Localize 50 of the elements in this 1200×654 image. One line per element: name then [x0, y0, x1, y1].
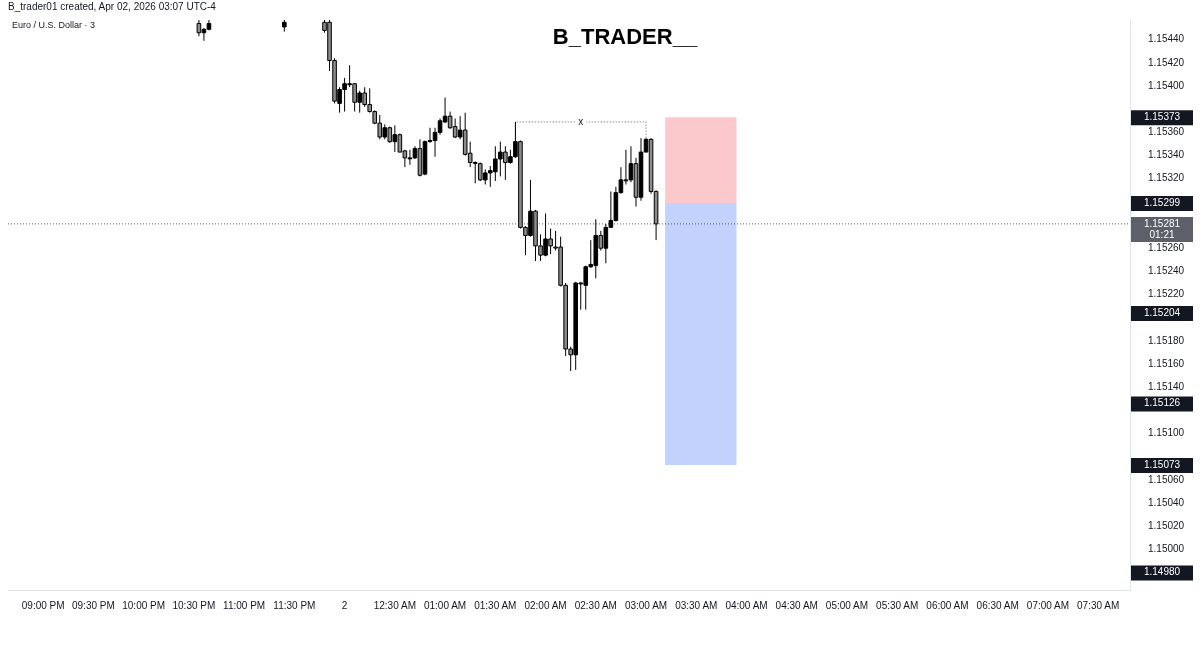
- x-tick-label: 04:00 AM: [725, 599, 768, 611]
- y-tick-label: 1.15340: [1148, 149, 1185, 161]
- annotation: x: [578, 115, 584, 127]
- y-tick-label: 1.15060: [1148, 473, 1185, 485]
- y-tick-label: 1.15240: [1148, 265, 1185, 277]
- x-tick-label: 02:30 AM: [574, 599, 617, 611]
- text: 1.15373: [1143, 111, 1181, 123]
- y-tick-label: 1.15140: [1148, 381, 1185, 393]
- x-tick-label: 04:30 AM: [775, 599, 818, 611]
- x-tick-label: 06:30 AM: [976, 599, 1019, 611]
- x-tick-label: 01:00 AM: [423, 599, 467, 611]
- y-tick-label: 1.15020: [1148, 520, 1185, 532]
- x-tick-label: 03:00 AM: [624, 599, 668, 611]
- x-tick-label: 07:00 AM: [1026, 599, 1070, 611]
- ref-line-label: 1.15281 01:21: [1143, 217, 1181, 240]
- text: 1.15073: [1143, 458, 1181, 470]
- x-tick-label: 05:30 AM: [876, 599, 919, 611]
- text: 1.15126: [1143, 397, 1181, 409]
- text: B_trader01 created, Apr 02, 2026 03:07 UTC-4: [8, 1, 216, 12]
- y-tick-label: 1.15040: [1148, 496, 1185, 508]
- x-tick-label: 2: [341, 599, 348, 611]
- x-tick-label: 10:00 PM: [122, 599, 166, 611]
- y-tick-label: 1.15320: [1148, 172, 1185, 184]
- x-tick-label: 05:00 AM: [825, 599, 869, 611]
- x-tick-label: 10:30 PM: [172, 599, 216, 611]
- y-tick-label: 1.15420: [1148, 56, 1185, 68]
- y-tick-label: 1.15260: [1148, 241, 1185, 253]
- y-tick-label: 1.15440: [1148, 33, 1185, 45]
- x-tick-label: 03:30 AM: [675, 599, 718, 611]
- y-tick-label: 1.15360: [1148, 126, 1185, 138]
- x-tick-label: 06:00 AM: [926, 599, 969, 611]
- chart-subtitle: Euro / U.S. Dollar · 3: [12, 20, 96, 30]
- x-tick-label: 09:00 PM: [21, 599, 65, 611]
- y-tick-label: 1.15100: [1148, 427, 1185, 439]
- x-tick-label: 07:30 AM: [1077, 599, 1120, 611]
- chart-title: B_TRADER__: [551, 24, 699, 50]
- y-tick-label: 1.15180: [1148, 334, 1185, 346]
- y-tick-label: 1.15220: [1148, 288, 1185, 300]
- text: 1.15299: [1143, 196, 1181, 208]
- text: 1.15204: [1143, 306, 1181, 318]
- y-tick-label: 1.15160: [1148, 357, 1185, 369]
- x-tick-label: 11:30 PM: [273, 599, 316, 611]
- x-tick-label: 12:30 AM: [373, 599, 416, 611]
- y-tick-label: 1.15400: [1148, 79, 1185, 91]
- x-tick-label: 11:00 PM: [223, 599, 266, 611]
- x-tick-label: 01:30 AM: [474, 599, 517, 611]
- text: 1.14980: [1143, 566, 1181, 578]
- y-tick-label: 1.15000: [1148, 543, 1185, 555]
- x-tick-label: 02:00 AM: [524, 599, 567, 611]
- x-tick-label: 09:30 PM: [72, 599, 115, 611]
